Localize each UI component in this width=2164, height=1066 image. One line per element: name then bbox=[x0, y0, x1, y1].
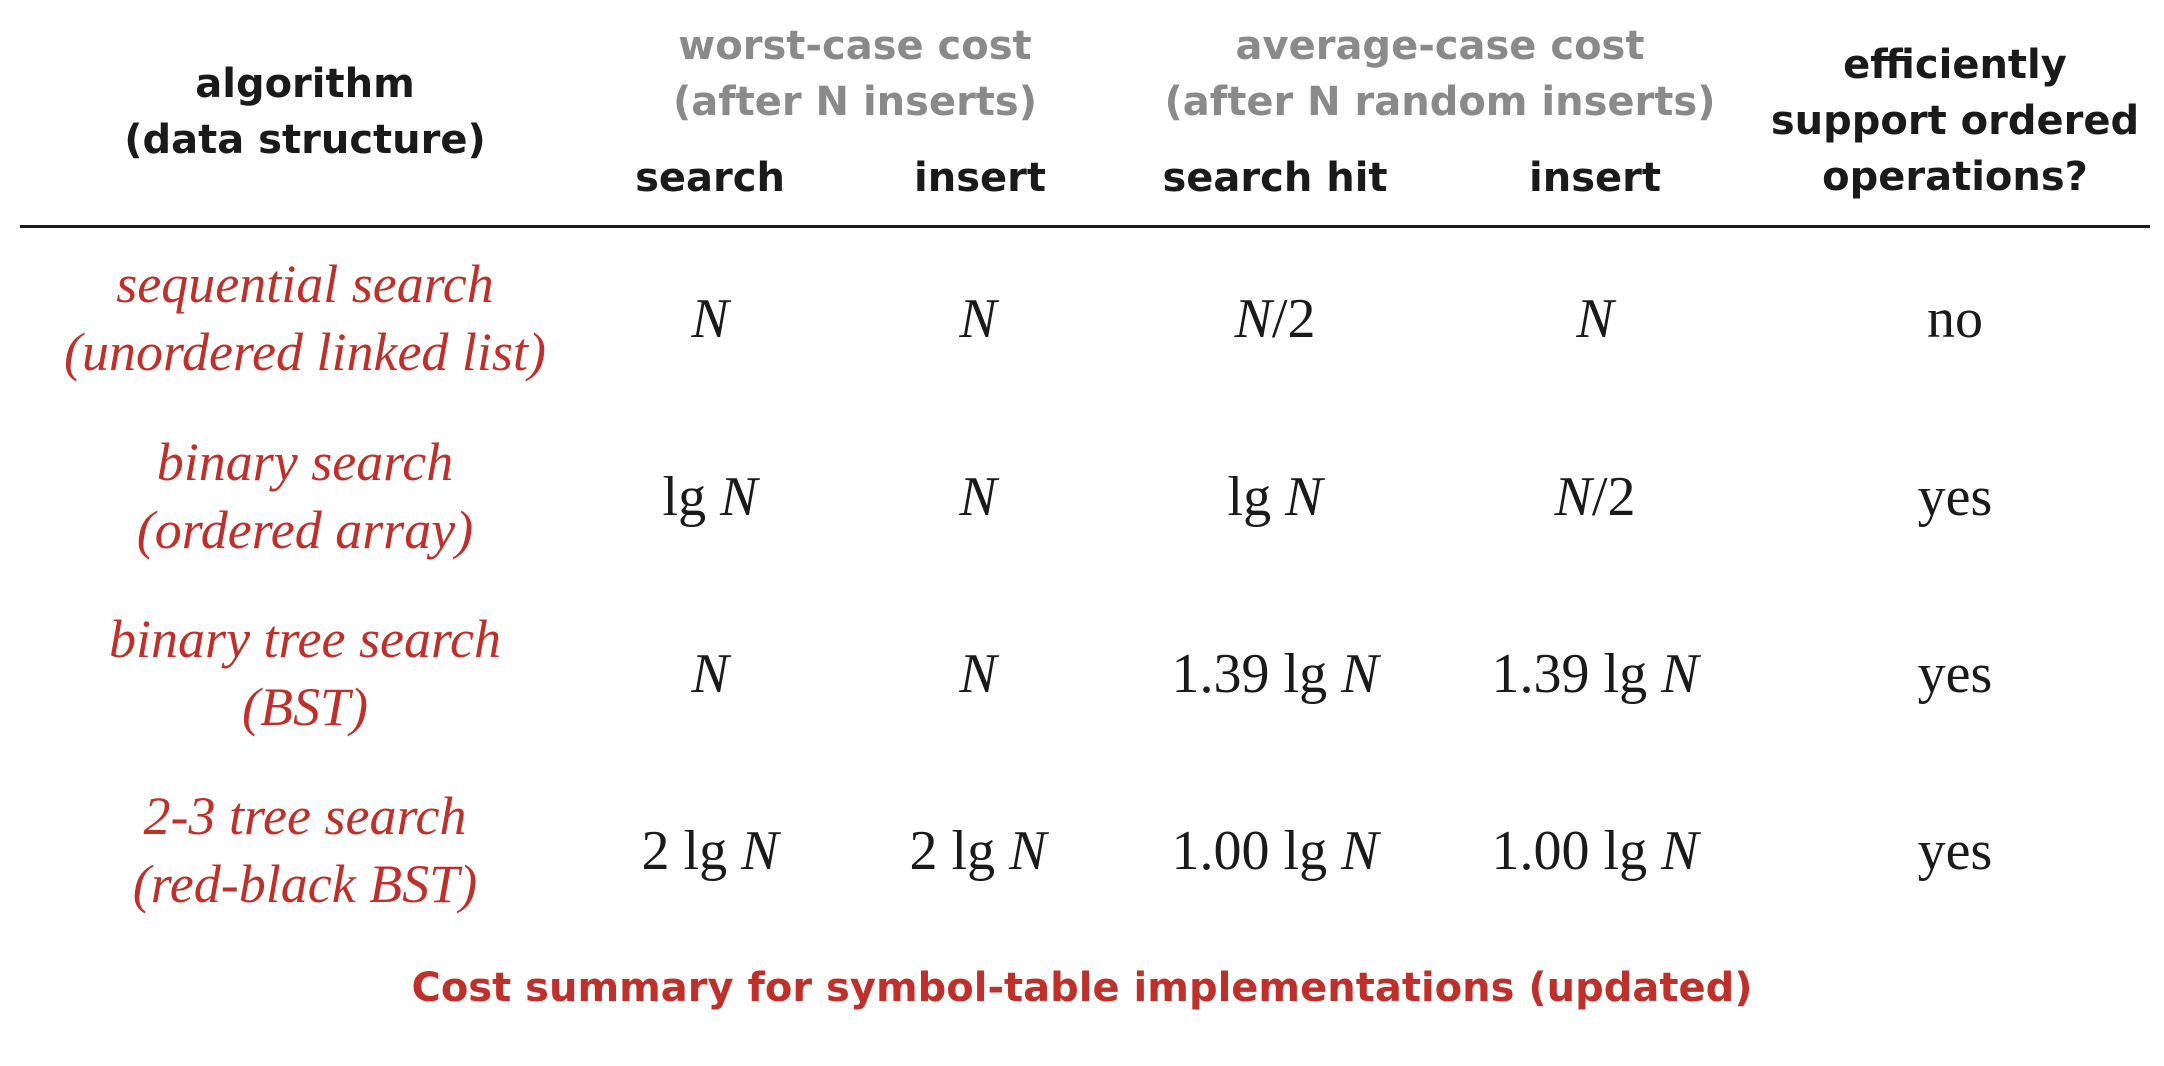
header-ordered-line3: operations? bbox=[1822, 154, 2088, 200]
value: N bbox=[959, 466, 997, 528]
cell-ordered: yes bbox=[1795, 817, 2115, 885]
cell-worst-search: lg N bbox=[550, 463, 870, 531]
value: 2 lg N bbox=[909, 820, 1047, 882]
value: lg N bbox=[662, 466, 758, 528]
cell-worst-search: N bbox=[550, 285, 870, 353]
cell-worst-insert: N bbox=[818, 463, 1138, 531]
value: 1.39 lg N bbox=[1491, 643, 1699, 705]
cell-avg-search-hit: 1.39 lg N bbox=[1115, 640, 1435, 708]
subheader-search-hit: search hit bbox=[1162, 155, 1388, 201]
value: lg N bbox=[1227, 466, 1323, 528]
value: N bbox=[691, 288, 729, 350]
subheader-insert: insert bbox=[914, 155, 1046, 201]
cell-ordered: no bbox=[1795, 285, 2115, 353]
value: yes bbox=[1917, 643, 1993, 705]
figure-caption: Cost summary for symbol-table implementa… bbox=[411, 965, 1753, 1011]
header-divider bbox=[20, 225, 2150, 228]
algorithm-structure: (BST) bbox=[242, 677, 368, 737]
cell-avg-insert: N/2 bbox=[1435, 463, 1755, 531]
value: N bbox=[959, 288, 997, 350]
value: yes bbox=[1917, 466, 1993, 528]
header-worst-case-line1: worst-case cost bbox=[678, 23, 1032, 69]
row-algorithm: 2-3 tree search (red-black BST) bbox=[40, 782, 570, 918]
row-algorithm: binary search (ordered array) bbox=[40, 428, 570, 564]
header-ordered-line1: efficiently bbox=[1843, 42, 2067, 88]
algorithm-structure: (unordered linked list) bbox=[64, 322, 546, 382]
cell-worst-search: 2 lg N bbox=[550, 817, 870, 885]
value: N bbox=[959, 643, 997, 705]
cell-ordered: yes bbox=[1795, 640, 2115, 708]
header-ordered-line2: support ordered bbox=[1770, 98, 2140, 144]
algorithm-structure: (red-black BST) bbox=[132, 854, 478, 914]
value: 2 lg N bbox=[641, 820, 779, 882]
cell-avg-search-hit: N/2 bbox=[1115, 285, 1435, 353]
cell-ordered: yes bbox=[1795, 463, 2115, 531]
cell-worst-insert: 2 lg N bbox=[818, 817, 1138, 885]
header-average-case: average-case cost (after N random insert… bbox=[1140, 18, 1740, 130]
algorithm-name: 2-3 tree search bbox=[143, 786, 467, 846]
value: no bbox=[1927, 288, 1983, 350]
value: N/2 bbox=[1554, 466, 1636, 528]
cell-worst-insert: N bbox=[818, 640, 1138, 708]
value: yes bbox=[1917, 820, 1993, 882]
header-worst-case-line2: (after N inserts) bbox=[672, 79, 1038, 125]
cell-worst-search: N bbox=[550, 640, 870, 708]
value: N bbox=[1576, 288, 1614, 350]
cell-avg-search-hit: 1.00 lg N bbox=[1115, 817, 1435, 885]
cell-avg-search-hit: lg N bbox=[1115, 463, 1435, 531]
value: 1.39 lg N bbox=[1171, 643, 1379, 705]
row-algorithm: sequential search (unordered linked list… bbox=[40, 250, 570, 386]
algorithm-name: binary tree search bbox=[109, 609, 501, 669]
value: 1.00 lg N bbox=[1171, 820, 1379, 882]
header-worst-case: worst-case cost (after N inserts) bbox=[610, 18, 1100, 130]
header-ordered-operations: efficiently support ordered operations? bbox=[1770, 37, 2140, 205]
cell-avg-insert: 1.39 lg N bbox=[1435, 640, 1755, 708]
header-algorithm-line2: (data structure) bbox=[124, 117, 486, 163]
header-algorithm-line1: algorithm bbox=[195, 61, 415, 107]
algorithm-name: binary search bbox=[156, 432, 454, 492]
header-average-case-line2: (after N random inserts) bbox=[1164, 79, 1716, 125]
value: N bbox=[691, 643, 729, 705]
algorithm-name: sequential search bbox=[116, 254, 494, 314]
row-algorithm: binary tree search (BST) bbox=[40, 605, 570, 741]
subheader-search: search bbox=[635, 155, 785, 201]
subheader-avg-insert: insert bbox=[1529, 155, 1661, 201]
header-algorithm: algorithm (data structure) bbox=[100, 56, 510, 168]
cell-avg-insert: 1.00 lg N bbox=[1435, 817, 1755, 885]
cell-worst-insert: N bbox=[818, 285, 1138, 353]
header-average-case-line1: average-case cost bbox=[1235, 23, 1645, 69]
algorithm-structure: (ordered array) bbox=[136, 500, 474, 560]
cell-avg-insert: N bbox=[1435, 285, 1755, 353]
value: 1.00 lg N bbox=[1491, 820, 1699, 882]
value: N/2 bbox=[1234, 288, 1316, 350]
